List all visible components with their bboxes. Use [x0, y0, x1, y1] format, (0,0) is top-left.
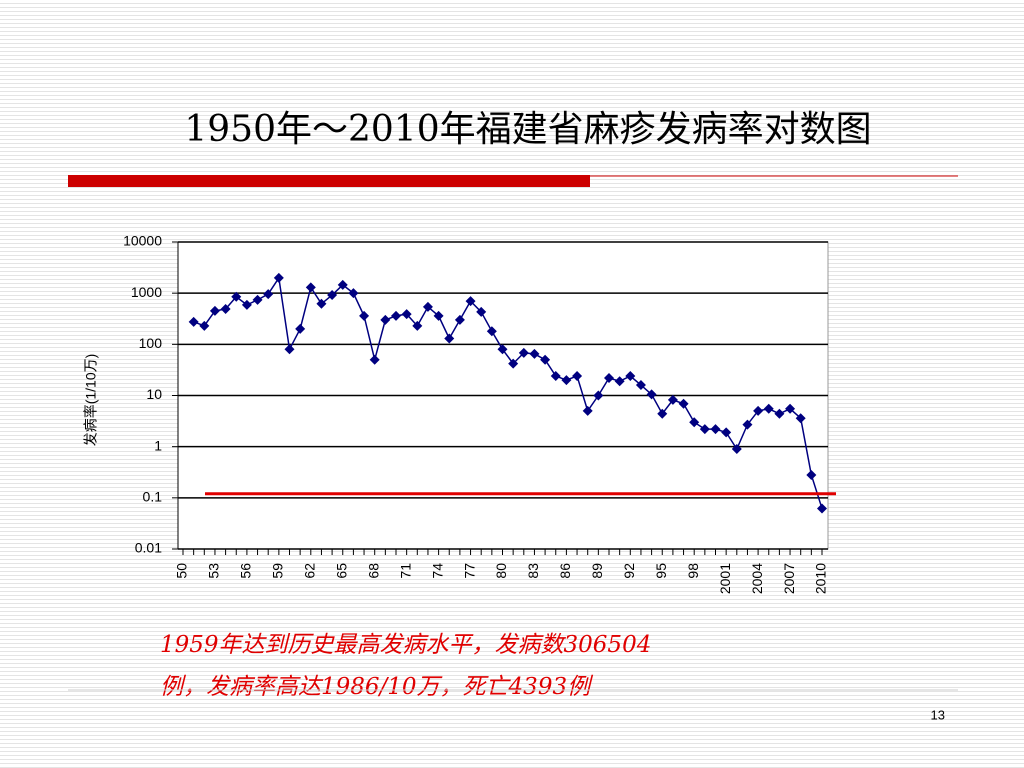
data-point	[486, 326, 497, 337]
x-tick-label: 83	[525, 563, 541, 579]
data-point	[327, 290, 338, 301]
data-point	[646, 389, 657, 400]
y-tick-label: 1	[154, 437, 162, 453]
data-point	[518, 347, 529, 358]
x-tick-label: 71	[397, 563, 413, 579]
annotation: 例，发病率高达1986/10万，死亡4393例	[160, 674, 594, 700]
data-point	[540, 354, 551, 365]
data-point	[209, 305, 220, 316]
data-point	[231, 291, 242, 302]
data-point	[380, 314, 391, 325]
page-number: 13	[931, 707, 945, 722]
data-point	[614, 376, 625, 387]
data-point	[220, 304, 231, 315]
data-point	[550, 371, 561, 382]
data-point	[454, 314, 465, 325]
y-tick-label: 100	[139, 335, 163, 351]
data-point	[241, 299, 252, 310]
x-tick-label: 89	[589, 563, 605, 579]
data-point	[252, 294, 263, 305]
x-tick-label: 2007	[781, 563, 797, 594]
data-point	[199, 320, 210, 331]
data-point	[625, 371, 636, 382]
data-point	[667, 394, 678, 405]
data-point	[678, 398, 689, 409]
data-point	[188, 316, 199, 327]
data-point	[401, 309, 412, 320]
data-point	[635, 380, 646, 391]
data-point	[731, 444, 742, 455]
slide-title: 1950年～2010年福建省麻疹发病率对数图	[184, 109, 871, 150]
data-point	[699, 424, 710, 435]
data-point	[657, 408, 668, 419]
x-tick-label: 2010	[813, 563, 829, 594]
data-point	[433, 310, 444, 321]
data-point	[561, 375, 572, 386]
data-point	[689, 417, 700, 428]
x-tick-label: 53	[206, 563, 222, 579]
data-point	[710, 424, 721, 435]
data-point	[497, 344, 508, 355]
y-tick-label: 0.01	[135, 540, 162, 556]
data-point	[284, 344, 295, 355]
data-point	[422, 301, 433, 312]
data-point	[785, 403, 796, 414]
data-point	[763, 403, 774, 414]
x-tick-label: 62	[302, 563, 318, 579]
data-point	[295, 323, 306, 334]
data-point	[263, 289, 274, 300]
data-point	[273, 272, 284, 283]
data-point	[774, 408, 785, 419]
data-point	[305, 282, 316, 293]
x-tick-label: 74	[429, 563, 445, 579]
annotation: 1959年达到历史最高发病水平，发病数306504	[160, 632, 651, 658]
y-axis-label: 发病率(1/10万)	[83, 354, 99, 447]
x-tick-label: 2001	[717, 563, 733, 594]
x-tick-label: 68	[365, 563, 381, 579]
data-point	[806, 469, 817, 480]
x-tick-label: 92	[621, 563, 637, 579]
y-tick-label: 10000	[123, 233, 162, 249]
data-point	[582, 405, 593, 416]
data-point	[604, 372, 614, 383]
x-tick-label: 86	[557, 563, 573, 579]
x-tick-label: 80	[493, 563, 509, 579]
data-point	[795, 413, 806, 424]
x-tick-label: 59	[270, 563, 286, 579]
data-point	[337, 279, 348, 290]
x-tick-label: 2004	[749, 563, 765, 594]
data-point	[508, 358, 519, 369]
x-tick-label: 50	[174, 563, 190, 579]
y-tick-label: 1000	[131, 284, 162, 300]
data-point	[359, 310, 370, 321]
y-tick-label: 10	[146, 386, 162, 402]
x-tick-label: 56	[238, 563, 254, 579]
data-point	[412, 320, 423, 331]
data-point	[753, 405, 764, 416]
data-point	[348, 288, 359, 299]
data-point	[369, 354, 380, 365]
x-tick-label: 65	[333, 563, 349, 579]
x-tick-label: 98	[685, 563, 701, 579]
data-point	[391, 310, 401, 321]
data-point	[593, 390, 604, 401]
data-point	[529, 348, 540, 359]
x-tick-label: 95	[653, 563, 669, 579]
title-bar	[68, 175, 590, 187]
data-point	[721, 427, 732, 438]
x-tick-label: 77	[461, 563, 477, 579]
data-point	[465, 296, 476, 307]
y-tick-label: 0.1	[143, 489, 163, 505]
data-point	[444, 333, 455, 344]
data-point	[817, 503, 827, 514]
data-point	[742, 419, 753, 430]
data-point	[476, 306, 487, 317]
data-point	[572, 371, 583, 382]
data-point	[316, 298, 327, 309]
